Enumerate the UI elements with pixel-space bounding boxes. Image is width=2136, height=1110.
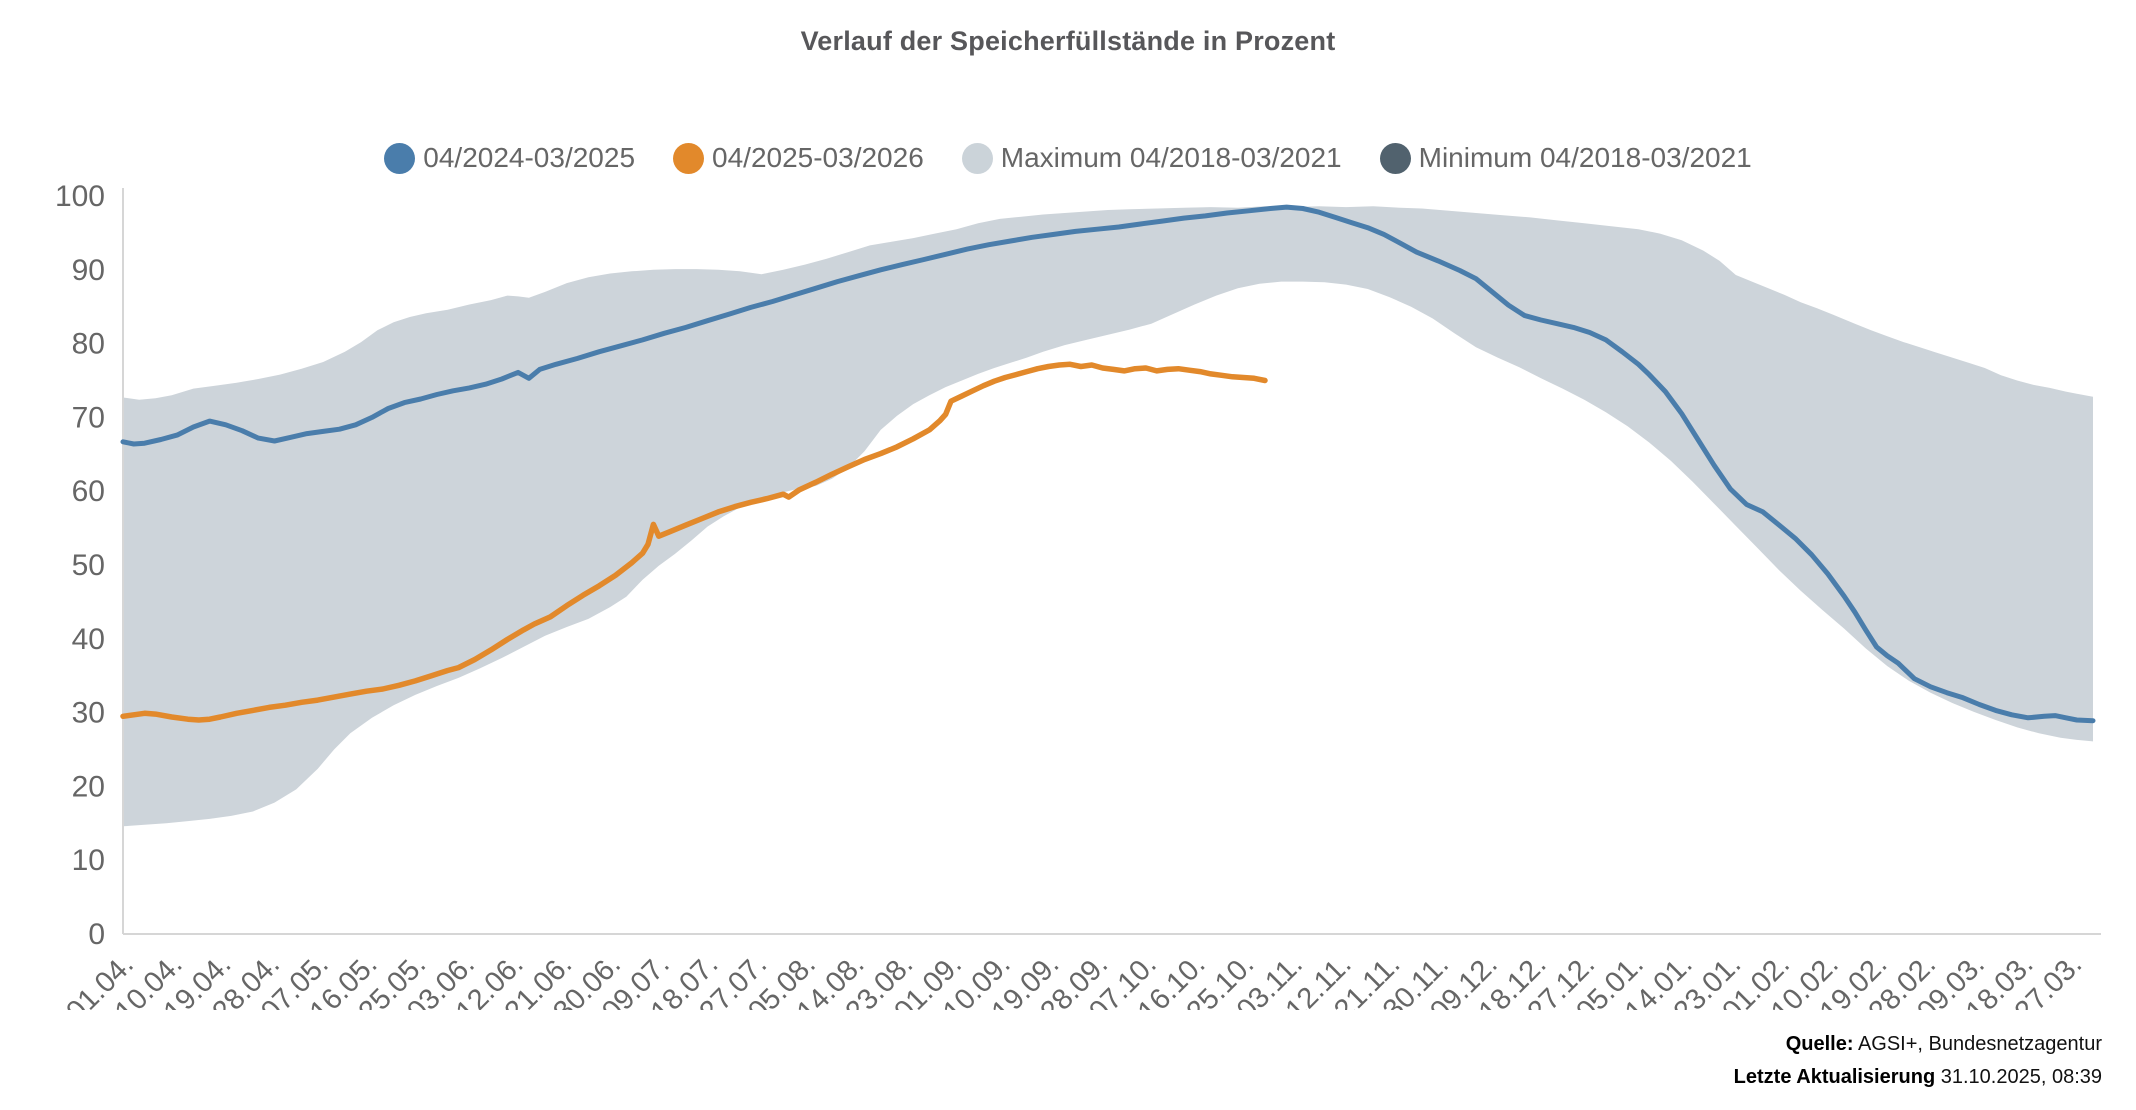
y-axis-label: 60: [72, 475, 105, 508]
legend-item-3[interactable]: Maximum 04/2018-03/2021: [961, 142, 1342, 174]
y-axis-label: 90: [72, 254, 105, 287]
legend-marker-circle-icon: [1379, 142, 1411, 174]
legend-marker-circle-icon: [673, 142, 705, 174]
legend: 04/2024-03/2025 04/2025-03/2026 Maximum 04…: [0, 142, 2136, 174]
source-line: Quelle: AGSI+, Bundesnetzagentur: [1734, 1028, 2102, 1061]
y-axis-label: 10: [72, 844, 105, 877]
chart-footer: Quelle: AGSI+, Bundesnetzagentur Letzte …: [1734, 1028, 2102, 1094]
legend-marker-circle-icon: [961, 142, 993, 174]
legend-item-label: Maximum 04/2018-03/2021: [1000, 142, 1342, 173]
legend-marker-circle-icon: [384, 142, 416, 174]
chart-plot-area: 010203040506070809010001.04.10.04.19.04.…: [55, 180, 2101, 1010]
legend-item-label: Minimum 04/2018-03/2021: [1418, 142, 1752, 173]
legend-item-4[interactable]: Minimum 04/2018-03/2021: [1379, 142, 1752, 174]
max-min-band-area: [123, 206, 2093, 827]
legend-item-label: 04/2024-03/2025: [423, 142, 636, 173]
y-axis-label: 70: [72, 401, 105, 434]
y-axis-label: 80: [72, 328, 105, 361]
series-line-2024-2025: [120, 204, 2096, 724]
source-value: AGSI+, Bundesnetzagentur: [1857, 1033, 2102, 1055]
legend-item-1[interactable]: 04/2024-03/2025: [384, 142, 635, 174]
updated-label: Letzte Aktualisierung: [1733, 1066, 1936, 1088]
y-axis-label: 30: [72, 697, 105, 730]
y-axis-label: 20: [72, 770, 105, 803]
y-axis-label: 0: [88, 918, 105, 951]
updated-value: 31.10.2025, 08:39: [1940, 1066, 2102, 1088]
y-axis-label: 100: [55, 180, 105, 213]
legend-item-label: 04/2025-03/2026: [712, 142, 924, 173]
legend-item-2[interactable]: 04/2025-03/2026: [673, 142, 924, 174]
source-label: Quelle:: [1785, 1033, 1854, 1055]
series-line-2025-2026: [120, 361, 1268, 723]
updated-line: Letzte Aktualisierung 31.10.2025, 08:39: [1734, 1061, 2102, 1094]
y-axis-label: 50: [72, 549, 105, 582]
y-axis-label: 40: [72, 623, 105, 656]
chart-title: Verlauf der Speicherfüllstände in Prozen…: [800, 26, 1336, 56]
